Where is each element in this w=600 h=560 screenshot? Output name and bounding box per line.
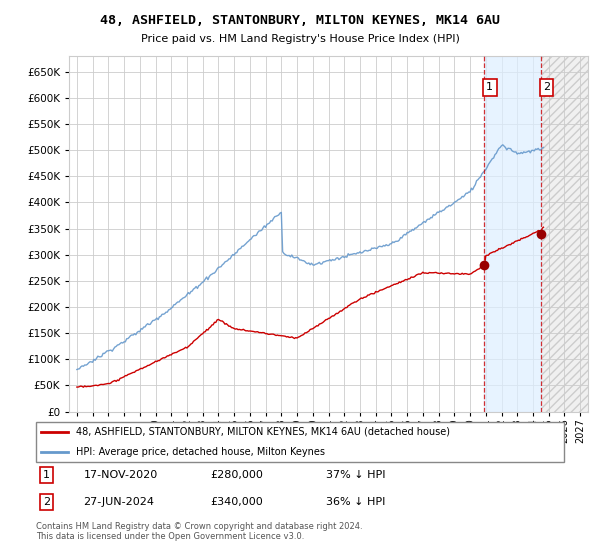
- Text: 2: 2: [543, 82, 550, 92]
- Text: £340,000: £340,000: [210, 497, 263, 507]
- Text: 2: 2: [43, 497, 50, 507]
- Text: HPI: Average price, detached house, Milton Keynes: HPI: Average price, detached house, Milt…: [76, 447, 325, 457]
- Bar: [541, 56, 588, 412]
- Text: 1: 1: [43, 470, 50, 480]
- Text: 37% ↓ HPI: 37% ↓ HPI: [326, 470, 386, 480]
- Text: 36% ↓ HPI: 36% ↓ HPI: [326, 497, 386, 507]
- Bar: [541, 56, 588, 412]
- Text: Contains HM Land Registry data © Crown copyright and database right 2024.
This d: Contains HM Land Registry data © Crown c…: [36, 522, 362, 542]
- Text: 48, ASHFIELD, STANTONBURY, MILTON KEYNES, MK14 6AU: 48, ASHFIELD, STANTONBURY, MILTON KEYNES…: [100, 14, 500, 27]
- Text: 17-NOV-2020: 17-NOV-2020: [83, 470, 158, 480]
- Text: 48, ASHFIELD, STANTONBURY, MILTON KEYNES, MK14 6AU (detached house): 48, ASHFIELD, STANTONBURY, MILTON KEYNES…: [76, 427, 449, 437]
- Text: Price paid vs. HM Land Registry's House Price Index (HPI): Price paid vs. HM Land Registry's House …: [140, 34, 460, 44]
- Text: £280,000: £280,000: [210, 470, 263, 480]
- Text: 1: 1: [486, 82, 493, 92]
- Bar: [484, 56, 541, 412]
- FancyBboxPatch shape: [36, 422, 564, 462]
- Text: 27-JUN-2024: 27-JUN-2024: [83, 497, 155, 507]
